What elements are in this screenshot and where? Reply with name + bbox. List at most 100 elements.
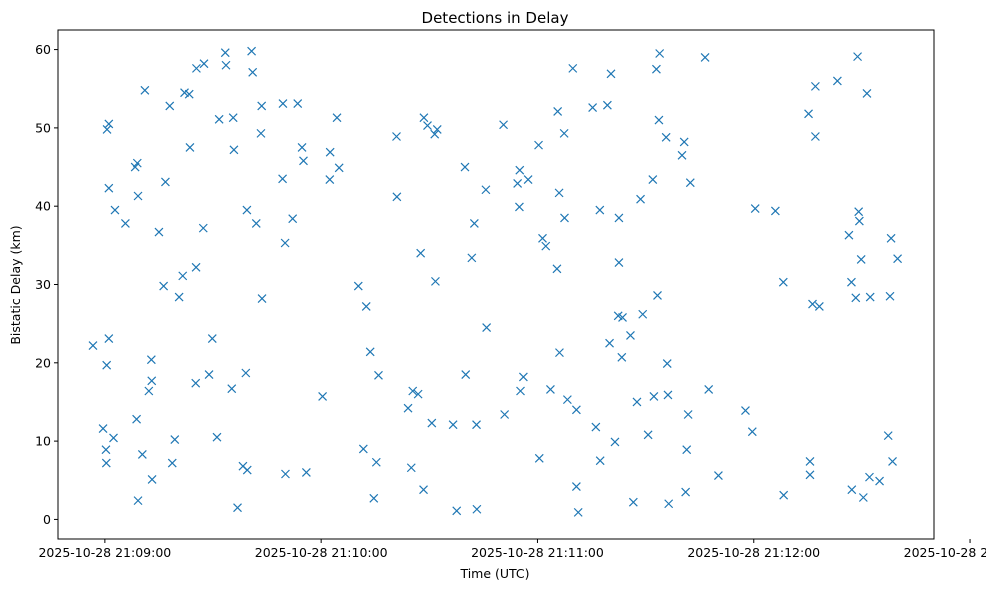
- data-point: [858, 493, 868, 502]
- data-point: [500, 410, 510, 419]
- data-point: [588, 103, 598, 112]
- data-point: [653, 291, 662, 300]
- data-point: [184, 89, 194, 99]
- data-point: [325, 175, 335, 184]
- data-point: [573, 507, 583, 517]
- data-point: [654, 115, 664, 125]
- data-point: [198, 223, 208, 233]
- data-point: [174, 292, 184, 302]
- data-point: [301, 468, 311, 477]
- data-point: [278, 99, 288, 109]
- data-point: [808, 299, 817, 309]
- data-point: [467, 253, 477, 263]
- data-point: [804, 109, 813, 119]
- data-point: [886, 233, 896, 243]
- data-point: [851, 293, 861, 303]
- data-point: [297, 143, 307, 152]
- data-point: [562, 395, 572, 405]
- data-point: [662, 359, 672, 369]
- data-point: [140, 85, 150, 95]
- data-point: [541, 241, 551, 251]
- data-point: [220, 48, 230, 58]
- data-point: [132, 158, 142, 168]
- data-point: [325, 147, 335, 157]
- data-point: [221, 60, 231, 70]
- data-point: [257, 294, 267, 304]
- data-point: [482, 323, 492, 332]
- data-point: [595, 205, 605, 215]
- data-point: [681, 487, 691, 497]
- data-point: [617, 352, 627, 362]
- data-point: [178, 271, 188, 281]
- data-point: [374, 370, 383, 380]
- data-point: [120, 218, 130, 228]
- data-point: [101, 458, 111, 468]
- data-point: [137, 450, 147, 459]
- plot-area: [88, 46, 903, 517]
- y-tick-label: 20: [35, 355, 51, 370]
- data-point: [403, 403, 413, 413]
- data-point: [101, 445, 111, 455]
- data-point: [419, 113, 429, 123]
- data-point: [865, 472, 874, 482]
- x-axis: 2025-10-28 21:09:00 2025-10-28 21:10:00 20…: [38, 539, 986, 560]
- data-point: [416, 248, 426, 258]
- x-tick-label: 2025-10-28 21:09:00: [38, 545, 171, 560]
- data-point: [256, 128, 266, 138]
- data-point: [167, 458, 177, 468]
- data-point: [242, 465, 252, 475]
- data-point: [161, 177, 170, 187]
- x-tick-label: 2025-10-28 21:13:00: [904, 545, 986, 560]
- data-point: [229, 145, 239, 155]
- data-point: [147, 475, 157, 484]
- data-point: [472, 420, 481, 430]
- data-point: [538, 233, 547, 243]
- data-point: [847, 485, 857, 495]
- data-point: [191, 378, 201, 388]
- x-tick-label: 2025-10-28 21:11:00: [471, 545, 604, 560]
- data-point: [247, 46, 257, 56]
- data-point: [741, 406, 750, 415]
- data-point: [571, 482, 581, 491]
- data-point: [626, 330, 635, 340]
- data-point: [180, 88, 189, 98]
- data-point: [568, 63, 578, 73]
- data-point: [553, 107, 563, 116]
- data-point: [810, 81, 820, 91]
- data-point: [853, 52, 862, 62]
- data-point: [170, 435, 180, 444]
- data-point: [472, 504, 482, 514]
- data-point: [299, 156, 308, 166]
- data-point: [228, 113, 238, 123]
- data-point: [469, 218, 479, 228]
- data-point: [147, 376, 157, 386]
- data-point: [651, 64, 661, 74]
- data-point: [618, 312, 627, 322]
- data-point: [132, 414, 142, 424]
- data-point: [432, 125, 442, 134]
- data-point: [88, 341, 98, 351]
- data-point: [643, 430, 653, 440]
- data-point: [133, 191, 143, 201]
- data-point: [663, 390, 673, 400]
- data-point: [534, 140, 543, 150]
- data-point: [461, 370, 471, 379]
- data-point: [293, 99, 303, 109]
- data-point: [257, 101, 267, 111]
- data-point: [515, 165, 525, 175]
- data-point: [392, 132, 401, 141]
- data-point: [805, 470, 815, 480]
- data-point: [518, 372, 528, 382]
- data-point: [614, 213, 624, 223]
- data-point: [207, 334, 217, 343]
- data-point: [251, 218, 261, 228]
- data-point: [778, 277, 788, 287]
- data-point: [192, 63, 201, 73]
- data-point: [110, 205, 120, 215]
- data-point: [605, 338, 614, 348]
- data-point: [332, 113, 342, 123]
- data-point: [591, 422, 601, 432]
- data-point: [214, 114, 224, 124]
- data-point: [704, 385, 714, 394]
- data-point: [102, 125, 112, 134]
